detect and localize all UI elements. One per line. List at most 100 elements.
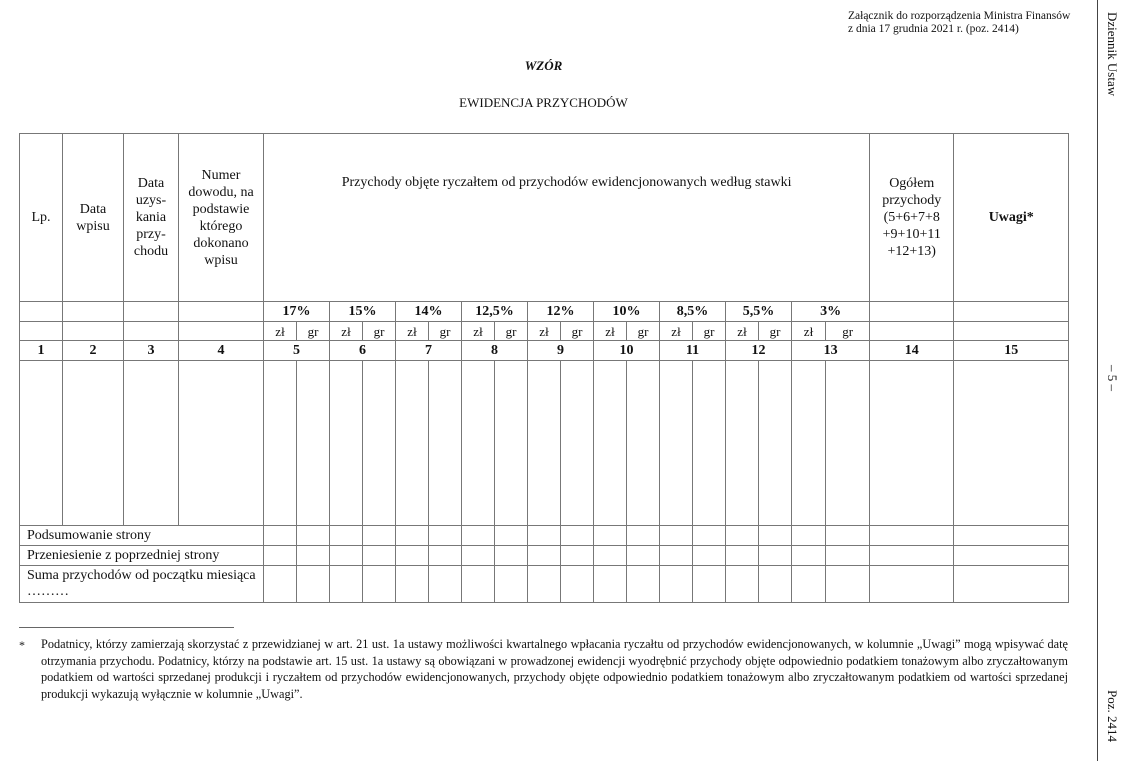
entry-cell[interactable]	[494, 525, 528, 546]
entry-cell[interactable]	[791, 565, 826, 603]
entry-cell[interactable]	[593, 525, 627, 546]
entry-cell[interactable]	[791, 360, 826, 526]
entry-cell[interactable]	[593, 545, 627, 566]
entry-cell[interactable]	[626, 525, 660, 546]
entry-cell[interactable]	[296, 360, 330, 526]
entry-cell[interactable]	[659, 545, 693, 566]
entry-cell[interactable]	[178, 360, 264, 526]
entry-cell[interactable]	[362, 545, 396, 566]
entry-cell[interactable]	[362, 565, 396, 603]
entry-cell[interactable]	[329, 360, 363, 526]
entry-cell[interactable]	[263, 360, 297, 526]
entry-cell[interactable]	[725, 545, 759, 566]
entry-cell[interactable]	[659, 360, 693, 526]
position-number: Poz. 2414	[1105, 690, 1120, 742]
entry-cell[interactable]	[19, 360, 63, 526]
entry-cell[interactable]	[725, 525, 759, 546]
entry-cell[interactable]	[395, 525, 429, 546]
entry-cell[interactable]	[428, 525, 462, 546]
header-row: Lp. Data wpisu Data uzys-kania przy-chod…	[19, 133, 1070, 302]
entry-cell[interactable]	[263, 545, 297, 566]
entry-cell[interactable]	[824, 525, 871, 546]
entry-cell[interactable]	[692, 360, 726, 526]
entry-cell[interactable]	[758, 360, 792, 526]
entry-cell[interactable]	[692, 565, 726, 603]
entry-cell[interactable]	[527, 565, 561, 603]
entry-cell[interactable]	[263, 565, 297, 603]
entry-cell[interactable]	[123, 360, 179, 526]
entry-cell[interactable]	[461, 545, 495, 566]
entry-cell[interactable]	[494, 360, 528, 526]
entry-cell[interactable]	[395, 360, 429, 526]
entry-cell[interactable]	[527, 525, 561, 546]
entry-cell[interactable]	[824, 360, 871, 526]
entry-cell[interactable]	[953, 360, 1070, 526]
entry-cell[interactable]	[461, 360, 495, 526]
entry-cell[interactable]	[362, 525, 396, 546]
entry-cell[interactable]	[428, 565, 462, 603]
empty-cell	[953, 301, 1070, 322]
entry-cell[interactable]	[692, 525, 726, 546]
entry-cell[interactable]	[494, 565, 528, 603]
entry-cell[interactable]	[869, 360, 955, 526]
entry-cell[interactable]	[791, 525, 826, 546]
entry-cell[interactable]	[296, 525, 330, 546]
header-ogolem: Ogółem przychody (5+6+7+8 +9+10+11 +12+1…	[869, 133, 955, 302]
column-number: 1	[19, 340, 63, 361]
entry-cell[interactable]	[758, 525, 792, 546]
entry-cell[interactable]	[953, 525, 1070, 546]
gr-label: gr	[692, 321, 726, 341]
column-number: 14	[869, 340, 955, 361]
entry-cell[interactable]	[953, 545, 1070, 566]
entry-cell[interactable]	[725, 360, 759, 526]
entry-cell[interactable]	[692, 545, 726, 566]
entry-cell[interactable]	[869, 525, 955, 546]
entry-cell[interactable]	[461, 525, 495, 546]
rate-header: 14%	[395, 301, 462, 322]
entry-cell[interactable]	[362, 360, 396, 526]
entry-cell[interactable]	[758, 545, 792, 566]
entry-cell[interactable]	[626, 545, 660, 566]
entry-cell[interactable]	[560, 545, 594, 566]
entry-cell[interactable]	[296, 565, 330, 603]
entry-cell[interactable]	[953, 565, 1070, 603]
entry-cell[interactable]	[263, 525, 297, 546]
entry-cell[interactable]	[560, 525, 594, 546]
entry-cell[interactable]	[329, 525, 363, 546]
summary-label: Suma przychodów od początku miesiąca ………	[19, 565, 264, 603]
entry-cell[interactable]	[395, 565, 429, 603]
entry-cell[interactable]	[494, 545, 528, 566]
entry-cell[interactable]	[560, 360, 594, 526]
entry-cell[interactable]	[296, 545, 330, 566]
entry-cell[interactable]	[659, 525, 693, 546]
entry-cell[interactable]	[428, 545, 462, 566]
entry-cell[interactable]	[659, 565, 693, 603]
entry-cell[interactable]	[395, 545, 429, 566]
entry-cell[interactable]	[824, 565, 871, 603]
entry-cell[interactable]	[593, 565, 627, 603]
entry-cell[interactable]	[329, 545, 363, 566]
entry-cell[interactable]	[869, 545, 955, 566]
entry-cell[interactable]	[527, 545, 561, 566]
entry-cell[interactable]	[329, 565, 363, 603]
entry-cell[interactable]	[791, 545, 826, 566]
column-number: 3	[123, 340, 179, 361]
entry-cell[interactable]	[62, 360, 124, 526]
rate-row: 17% 15% 14% 12,5% 12% 10% 8,5% 5,5% 3%	[19, 301, 1070, 322]
header-uwagi: Uwagi*	[953, 133, 1070, 302]
entry-cell[interactable]	[593, 360, 627, 526]
entry-cell[interactable]	[461, 565, 495, 603]
entry-cell[interactable]	[626, 360, 660, 526]
entry-cell[interactable]	[869, 565, 955, 603]
entry-cell[interactable]	[725, 565, 759, 603]
entry-cell[interactable]	[824, 545, 871, 566]
entry-cell[interactable]	[626, 565, 660, 603]
entry-cell[interactable]	[527, 360, 561, 526]
summary-row: Suma przychodów od początku miesiąca ………	[19, 565, 1070, 603]
entry-cell[interactable]	[560, 565, 594, 603]
entry-cell[interactable]	[428, 360, 462, 526]
column-number: 10	[593, 340, 660, 361]
entry-cell[interactable]	[758, 565, 792, 603]
column-number: 6	[329, 340, 396, 361]
column-number: 11	[659, 340, 726, 361]
